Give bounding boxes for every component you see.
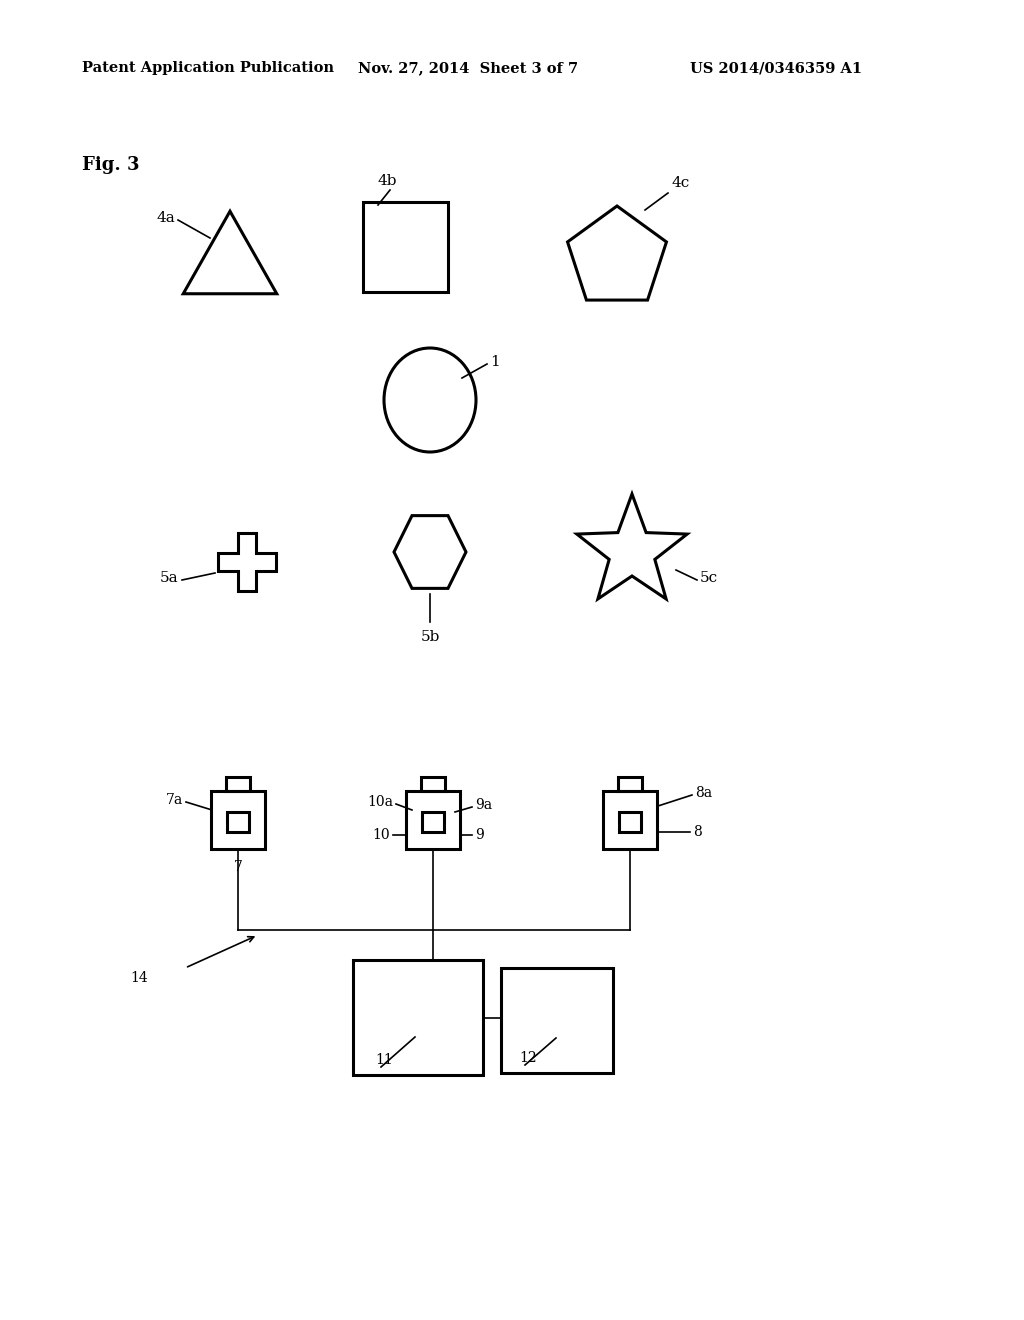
Text: 14: 14 <box>130 972 147 985</box>
Text: Patent Application Publication: Patent Application Publication <box>82 61 334 75</box>
Bar <box>501 968 613 1073</box>
Text: 1: 1 <box>490 355 500 370</box>
Text: 4c: 4c <box>672 176 690 190</box>
Bar <box>421 777 445 791</box>
Bar <box>603 791 657 849</box>
Text: Fig. 3: Fig. 3 <box>82 156 139 174</box>
Bar <box>226 777 250 791</box>
Text: 8a: 8a <box>695 785 712 800</box>
Text: Nov. 27, 2014  Sheet 3 of 7: Nov. 27, 2014 Sheet 3 of 7 <box>358 61 579 75</box>
Bar <box>227 812 249 832</box>
Text: 4b: 4b <box>378 174 397 187</box>
Text: 7: 7 <box>233 861 243 874</box>
Bar <box>211 791 265 849</box>
Bar <box>406 791 460 849</box>
Bar <box>618 812 641 832</box>
Text: 8: 8 <box>693 825 701 840</box>
Text: 5c: 5c <box>700 572 718 585</box>
Text: 7a: 7a <box>166 793 183 807</box>
Bar <box>422 812 444 832</box>
Bar <box>362 202 449 292</box>
Text: 4a: 4a <box>157 211 175 224</box>
Text: 10a: 10a <box>367 795 393 809</box>
Bar <box>353 960 483 1074</box>
Text: 5b: 5b <box>420 630 439 644</box>
Text: 10: 10 <box>373 828 390 842</box>
Text: 12: 12 <box>519 1051 537 1065</box>
Bar <box>618 777 642 791</box>
Text: 9a: 9a <box>475 799 493 812</box>
Text: 5a: 5a <box>160 572 178 585</box>
Text: 11: 11 <box>375 1053 393 1067</box>
Text: US 2014/0346359 A1: US 2014/0346359 A1 <box>690 61 862 75</box>
Text: 9: 9 <box>475 828 483 842</box>
